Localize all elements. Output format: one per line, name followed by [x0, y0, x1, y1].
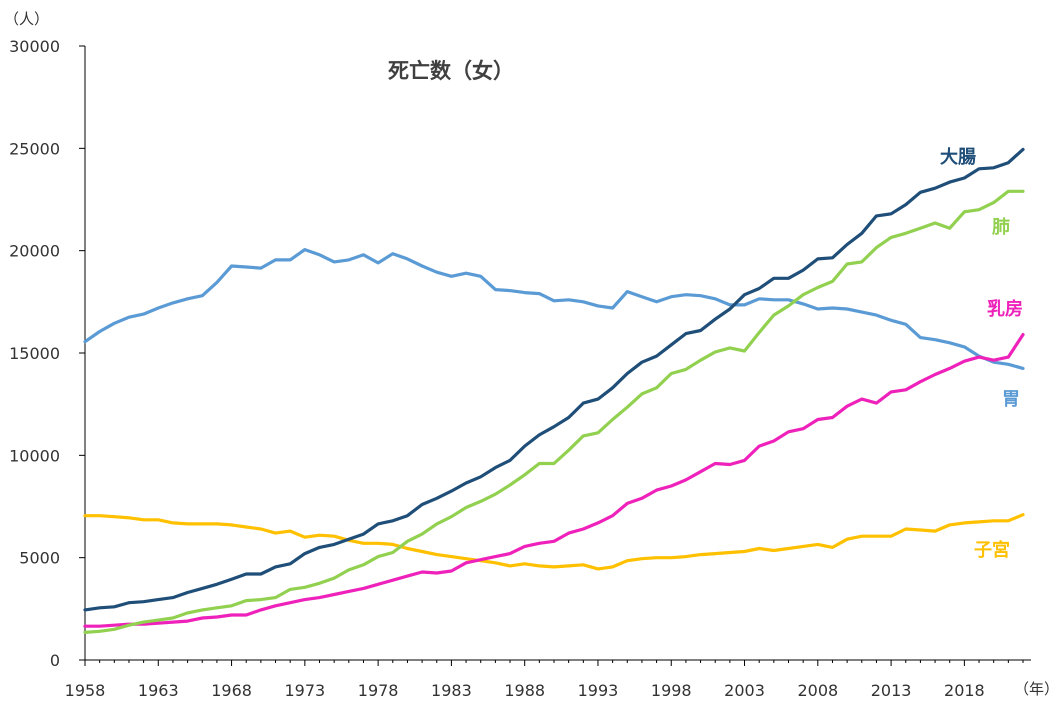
- series-line-stomach: [83, 248, 1025, 370]
- x-tick-label: 2018: [944, 681, 985, 700]
- series-label-colon: 大腸: [940, 146, 976, 168]
- series-label-breast: 乳房: [987, 298, 1023, 320]
- y-tick-labels: 0 5000 10000 15000 20000 25000 30000: [9, 37, 85, 670]
- x-tick-label: 1988: [504, 681, 545, 700]
- series-label-uterus: 子宮: [974, 539, 1010, 561]
- x-tick-label: 1973: [284, 681, 325, 700]
- x-tick-label: 1968: [211, 681, 252, 700]
- chart-title: 死亡数（女）: [388, 59, 514, 83]
- y-unit-label: （人）: [4, 10, 49, 28]
- x-tick-label: 1993: [578, 681, 619, 700]
- x-tick-labels: 1958 1963 1968 1973 1978 1983 1988 1993 1998 2003…: [65, 660, 1024, 700]
- y-tick-label: 10000: [9, 446, 60, 465]
- series-line-breast: [83, 333, 1025, 628]
- series-label-stomach: 胃: [1002, 389, 1020, 410]
- x-tick-label: 2003: [724, 681, 765, 700]
- x-unit-label: （年）: [1014, 680, 1053, 698]
- series-line-uterus: [83, 513, 1025, 571]
- x-tick-label: 1978: [358, 681, 399, 700]
- x-tick-label: 1998: [651, 681, 692, 700]
- y-tick-label: 15000: [9, 344, 60, 363]
- series-line-lung: [83, 189, 1025, 635]
- x-tick-label: 1963: [138, 681, 179, 700]
- y-tick-label: 25000: [9, 139, 60, 158]
- series-lines: [83, 147, 1025, 635]
- y-tick-label: 20000: [9, 242, 60, 261]
- y-tick-label: 0: [50, 651, 60, 670]
- y-tick-label: 5000: [19, 549, 60, 568]
- x-tick-label: 1983: [431, 681, 472, 700]
- series-line-colon: [83, 147, 1025, 612]
- x-tick-label: 1958: [65, 681, 106, 700]
- x-tick-label: 2013: [871, 681, 912, 700]
- series-label-lung: 肺: [992, 217, 1010, 238]
- y-tick-label: 30000: [9, 37, 60, 56]
- x-tick-label: 2008: [797, 681, 838, 700]
